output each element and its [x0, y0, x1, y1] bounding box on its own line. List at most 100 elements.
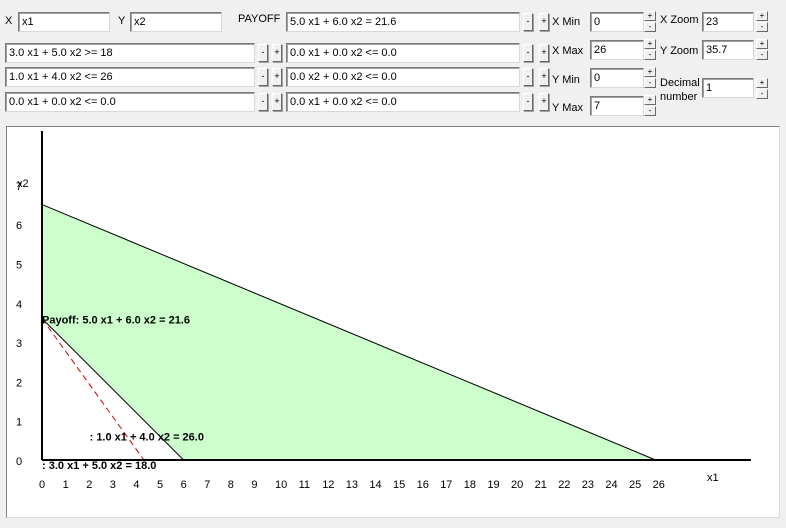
y-tick-label: 0	[16, 456, 22, 468]
constraint-6-plus-button[interactable]: +	[539, 93, 549, 111]
y-tick-label: 5	[16, 260, 22, 272]
y-axis-label: x2	[17, 178, 29, 190]
yzoom-down-button[interactable]: -	[756, 50, 768, 60]
x-tick-label: 8	[228, 479, 234, 491]
constraint-1-minus-button[interactable]: -	[258, 44, 268, 62]
decimal-down-button[interactable]: -	[756, 89, 768, 99]
payoff-input[interactable]: 5.0 x1 + 6.0 x2 = 21.6	[286, 12, 520, 32]
constraint-5-plus-button[interactable]: +	[539, 68, 549, 86]
payoff-label: PAYOFF	[238, 13, 281, 25]
annotation-3: : 3.0 x1 + 5.0 x2 = 18.0	[42, 460, 156, 472]
x-tick-label: 26	[653, 479, 665, 491]
xzoom-down-button[interactable]: -	[756, 22, 768, 32]
payoff-minus-button[interactable]: -	[523, 13, 533, 31]
constraint-input-1[interactable]: 3.0 x1 + 5.0 x2 >= 18	[5, 43, 255, 63]
constraint-input-5[interactable]: 0.0 x2 + 0.0 x2 <= 0.0	[286, 67, 520, 87]
constraint-input-6[interactable]: 0.0 x1 + 0.0 x2 <= 0.0	[286, 92, 520, 112]
xmax-down-button[interactable]: -	[644, 50, 656, 60]
x-tick-label: 2	[86, 479, 92, 491]
decimal-up-button[interactable]: +	[756, 78, 768, 88]
x-tick-label: 22	[558, 479, 570, 491]
constraint-line-2	[41, 204, 656, 461]
constraint-4-plus-button[interactable]: +	[539, 44, 549, 62]
constraint-3-plus-button[interactable]: +	[272, 93, 282, 111]
xmax-label: X Max	[552, 45, 584, 57]
x-variable-label: X	[5, 15, 13, 27]
ymax-down-button[interactable]: -	[644, 106, 656, 116]
ymin-input[interactable]: 0	[590, 68, 644, 88]
x-tick-label: 12	[322, 479, 334, 491]
ymax-input[interactable]: 7	[590, 96, 644, 116]
ymin-up-button[interactable]: +	[644, 67, 656, 77]
x-tick-label: 21	[535, 479, 547, 491]
x-tick-label: 16	[417, 479, 429, 491]
x-tick-label: 17	[440, 479, 452, 491]
yzoom-input[interactable]: 35.7	[702, 40, 754, 60]
xmin-up-button[interactable]: +	[644, 11, 656, 21]
xzoom-input[interactable]: 23	[702, 12, 754, 32]
payoff-line	[41, 318, 145, 461]
graph-panel: 0 1 2 3 4 5 6 7 8 9 10 11 12 13 14 15 16 17 18 19 20 21 22 23 24…	[6, 126, 780, 518]
x-tick-label: 14	[369, 479, 381, 491]
x-tick-label: 11	[299, 479, 310, 491]
constraint-6-minus-button[interactable]: -	[523, 93, 533, 111]
ymax-up-button[interactable]: +	[644, 95, 656, 105]
x-tick-label: 1	[63, 479, 69, 491]
y-tick-label: 2	[16, 377, 22, 389]
annotation-1: Payoff: 5.0 x1 + 6.0 x2 = 21.6	[42, 315, 190, 327]
x-tick-label: 4	[133, 479, 139, 491]
decimal-input[interactable]: 1	[702, 78, 754, 98]
x-tick-label: 20	[511, 479, 523, 491]
x-tick-label: 18	[464, 479, 476, 491]
x-tick-label: 0	[39, 479, 45, 491]
x-tick-label: 23	[582, 479, 594, 491]
x-tick-label: 10	[275, 479, 287, 491]
x-tick-label: 15	[393, 479, 405, 491]
constraint-input-2[interactable]: 1.0 x1 + 4.0 x2 <= 26	[5, 67, 255, 87]
ymin-down-button[interactable]: -	[644, 78, 656, 88]
y-tick-label: 1	[16, 417, 22, 429]
constraint-4-minus-button[interactable]: -	[523, 44, 533, 62]
payoff-plus-button[interactable]: +	[539, 13, 549, 31]
x-axis-label: x1	[707, 472, 719, 484]
yzoom-up-button[interactable]: +	[756, 39, 768, 49]
y-tick-label: 4	[16, 299, 22, 311]
y-variable-label: Y	[118, 15, 126, 27]
xmin-down-button[interactable]: -	[644, 22, 656, 32]
xmax-up-button[interactable]: +	[644, 39, 656, 49]
constraint-line-1	[41, 318, 184, 461]
constraint-input-4[interactable]: 0.0 x1 + 0.0 x2 <= 0.0	[286, 43, 520, 63]
x-tick-label: 19	[487, 479, 499, 491]
xmax-input[interactable]: 26	[590, 40, 644, 60]
decimal-number-label: number	[660, 91, 698, 103]
x-tick-label: 24	[605, 479, 617, 491]
x-tick-label: 13	[346, 479, 358, 491]
y-variable-input[interactable]: x2	[130, 12, 222, 32]
x-variable-input[interactable]: x1	[18, 12, 110, 32]
constraint-2-plus-button[interactable]: +	[272, 68, 282, 86]
ymax-label: Y Max	[552, 102, 583, 114]
lp-graph: 0 1 2 3 4 5 6 7 8 9 10 11 12 13 14 15 16 17 18 19 20 21 22 23 24…	[16, 131, 751, 491]
x-tick-label: 3	[110, 479, 116, 491]
decimal-label: Decimal	[660, 77, 700, 89]
constraint-3-minus-button[interactable]: -	[258, 93, 268, 111]
x-tick-label: 6	[181, 479, 187, 491]
x-tick-label: 9	[251, 479, 257, 491]
xzoom-label: X Zoom	[660, 14, 699, 26]
constraint-2-minus-button[interactable]: -	[258, 68, 268, 86]
xmin-label: X Min	[552, 16, 581, 28]
x-tick-label: 7	[204, 479, 210, 491]
yzoom-label: Y Zoom	[660, 45, 699, 57]
x-tick-label: 25	[629, 479, 641, 491]
y-tick-label: 3	[16, 338, 22, 350]
constraint-5-minus-button[interactable]: -	[523, 68, 533, 86]
x-tick-label: 5	[157, 479, 163, 491]
y-tick-label: 7	[16, 181, 22, 193]
constraint-1-plus-button[interactable]: +	[272, 44, 282, 62]
constraint-input-3[interactable]: 0.0 x1 + 0.0 x2 <= 0.0	[5, 92, 255, 112]
ymin-label: Y Min	[552, 74, 580, 86]
annotation-2: : 1.0 x1 + 4.0 x2 = 26.0	[90, 432, 204, 444]
xzoom-up-button[interactable]: +	[756, 11, 768, 21]
y-tick-label: 6	[16, 220, 22, 232]
xmin-input[interactable]: 0	[590, 12, 644, 32]
